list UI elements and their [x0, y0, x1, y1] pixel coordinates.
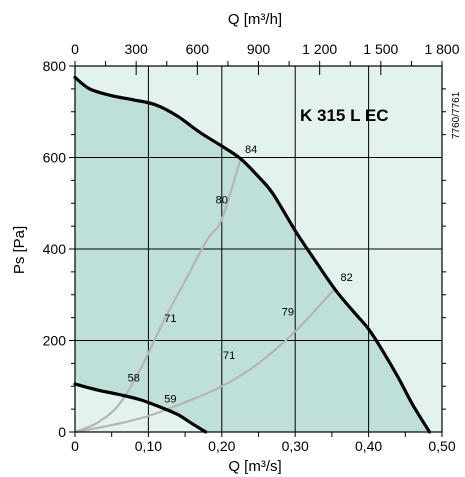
fan-curve-min [73, 382, 208, 434]
point-labels: 84 80 71 58 82 79 71 59 [128, 144, 353, 405]
curve-point-label: 80 [216, 194, 228, 206]
x-tick-label: 0 [71, 438, 79, 454]
operating-region-fill [75, 77, 430, 433]
x2-tick-label: 600 [186, 41, 210, 57]
x2-tick-label: 1 200 [302, 41, 337, 57]
y-tick-label: 800 [43, 58, 67, 74]
x2-tick-label: 0 [71, 41, 79, 57]
operating-region [75, 77, 430, 433]
curve-point-label: 79 [282, 306, 294, 318]
grid-lines [75, 66, 442, 432]
x-axis-title: Q [m³/s] [228, 458, 281, 475]
x2-tick-label: 1 500 [363, 41, 398, 57]
x2-tick-label: 900 [247, 41, 271, 57]
system-curve [74, 159, 242, 434]
x-tick-label: 0,40 [355, 438, 382, 454]
curve-point-label: 71 [164, 313, 176, 325]
x2-tick-label: 300 [124, 41, 148, 57]
fan-curves [73, 75, 432, 434]
y-tick-label: 400 [43, 241, 67, 257]
x-tick-label: 0,50 [428, 438, 455, 454]
x2-axis-title: Q [m³/h] [228, 11, 282, 28]
model-title: K 315 L EC [300, 106, 389, 125]
curve-point-label: 71 [223, 350, 235, 362]
curve-point-label: 58 [128, 373, 140, 385]
curve-point-label: 59 [164, 393, 176, 405]
y-axis-title: Ps [Pa] [11, 226, 28, 274]
x-tick-label: 0,30 [282, 438, 309, 454]
y-tick-label: 200 [43, 333, 67, 349]
x2-tick-label: 1 800 [424, 41, 459, 57]
reference-code: 7760/7761 [451, 91, 462, 139]
system-curves [74, 159, 337, 434]
plot-frame [74, 65, 443, 433]
plot-border [74, 65, 443, 433]
curve-point-label: 82 [340, 272, 352, 284]
tick-marks [69, 61, 446, 437]
x-tick-label: 0,10 [135, 438, 162, 454]
system-curve [74, 287, 337, 434]
x-tick-label: 0,20 [208, 438, 235, 454]
curve-point-label: 84 [245, 144, 257, 156]
fan-curve-max [73, 75, 432, 434]
y-tick-label: 600 [43, 150, 67, 166]
y-tick-label: 0 [58, 424, 66, 440]
